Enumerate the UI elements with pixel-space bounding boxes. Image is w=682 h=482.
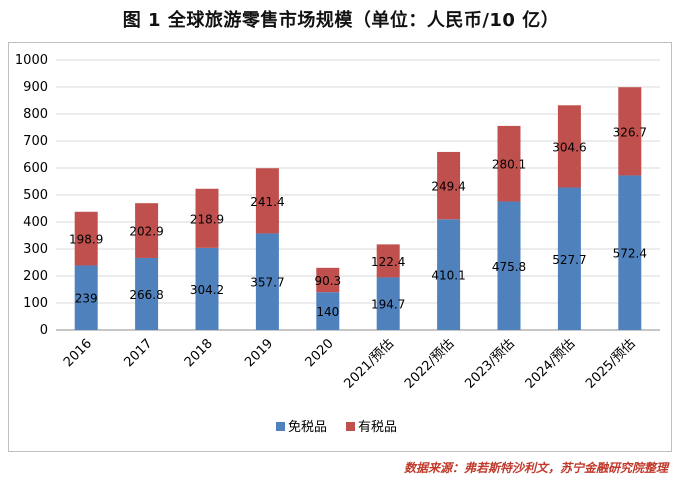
x-tick-label: 2024/预估: [523, 336, 578, 391]
bar-segment-duty-paid: [74, 211, 98, 266]
data-label: 202.9: [129, 225, 163, 239]
bar-segment-duty-paid: [497, 125, 521, 202]
bar-segment-duty-paid: [437, 151, 461, 220]
data-label: 249.4: [431, 180, 465, 194]
y-tick-label: 500: [23, 188, 48, 203]
y-tick-label: 100: [23, 296, 48, 311]
y-tick-label: 800: [23, 107, 48, 122]
x-tick-label: 2019: [242, 336, 276, 370]
bar-segment-duty-free: [376, 277, 400, 330]
x-tick-label: 2017: [121, 336, 155, 370]
data-label: 326.7: [613, 125, 647, 139]
data-label: 198.9: [69, 233, 103, 247]
bar-segment-duty-paid: [557, 105, 581, 188]
legend-swatch: [346, 422, 355, 431]
bar-segment-duty-paid: [618, 87, 642, 176]
bar-segment-duty-paid: [376, 244, 400, 278]
y-tick-label: 900: [23, 80, 48, 95]
legend-label: 免税品: [288, 420, 327, 435]
y-tick-label: 0: [40, 323, 48, 338]
bar-segment-duty-free: [255, 233, 279, 330]
legend-swatch: [276, 422, 285, 431]
bar-segment-duty-paid: [195, 188, 219, 248]
data-label: 280.1: [492, 158, 526, 172]
x-tick-label: 2023/预估: [462, 336, 517, 391]
bar-segment-duty-free: [195, 247, 219, 330]
bar-segment-duty-paid: [135, 203, 159, 258]
bar-segment-duty-free: [437, 219, 461, 330]
data-label: 239: [75, 292, 98, 306]
bar-segment-duty-free: [618, 175, 642, 330]
bar-segment-duty-free: [557, 187, 581, 330]
x-tick-label: 2022/预估: [402, 336, 457, 391]
data-label: 194.7: [371, 298, 405, 312]
legend: 免税品 有税品: [276, 420, 397, 435]
x-tick-label: 2021/预估: [342, 336, 397, 391]
chart-frame: [8, 42, 672, 452]
y-tick-label: 200: [23, 269, 48, 284]
data-label: 357.7: [250, 276, 284, 290]
y-tick-label: 600: [23, 161, 48, 176]
x-tick-label: 2020: [303, 336, 337, 370]
data-label: 90.3: [314, 274, 341, 288]
chart-title: 图 1 全球旅游零售市场规模（单位：人民币/10 亿）: [122, 10, 560, 31]
data-label: 410.1: [431, 269, 465, 283]
x-tick-label: 2025/预估: [583, 336, 638, 391]
data-label: 218.9: [190, 212, 224, 226]
data-label: 304.6: [552, 140, 586, 154]
y-tick-label: 1000: [15, 53, 48, 68]
data-label: 475.8: [492, 260, 526, 274]
legend-label: 有税品: [358, 420, 397, 435]
source-note: 数据来源：弗若斯特沙利文，苏宁金融研究院整理: [403, 461, 668, 475]
x-tick-label: 2016: [61, 336, 95, 370]
y-tick-label: 400: [23, 215, 48, 230]
data-label: 122.4: [371, 255, 405, 269]
bar-segment-duty-free: [316, 292, 340, 330]
x-tick-label: 2018: [182, 336, 216, 370]
x-axis-tick-labels: 2016 2017 2018 2019 2020 2021/预估 2022/预估 2023/预…: [61, 336, 639, 391]
bar-segment-duty-paid: [316, 267, 340, 293]
bar-segment-duty-free: [497, 201, 521, 330]
data-label: 266.8: [129, 288, 163, 302]
data-label: 304.2: [190, 283, 224, 297]
bar-segment-duty-free: [135, 257, 159, 330]
data-label: 241.4: [250, 195, 284, 209]
y-tick-label: 700: [23, 134, 48, 149]
bar-segment-duty-paid: [255, 168, 279, 234]
data-label: 572.4: [613, 247, 647, 261]
y-axis-tick-labels: 0 100 200 300 400 500 600 700 800 900 1000: [15, 53, 48, 338]
bars: 239 198.9 266.8 202.9 304.2 218.9 357.7 241.4 14…: [69, 87, 647, 330]
data-label: 140: [316, 305, 339, 319]
bar-segment-duty-free: [74, 265, 98, 330]
y-tick-label: 300: [23, 242, 48, 257]
data-label: 527.7: [552, 253, 586, 267]
